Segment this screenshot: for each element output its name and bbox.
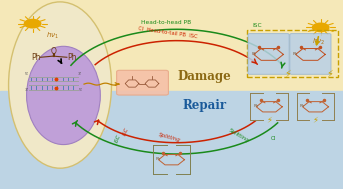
Text: Damage: Damage bbox=[177, 70, 231, 83]
Text: ISC: ISC bbox=[252, 23, 262, 28]
Text: ⚡: ⚡ bbox=[285, 69, 292, 79]
Text: Ph: Ph bbox=[300, 104, 305, 108]
FancyBboxPatch shape bbox=[290, 34, 331, 74]
Text: Ph: Ph bbox=[156, 157, 161, 161]
Text: Head-to-head PB: Head-to-head PB bbox=[141, 20, 191, 25]
Text: ⚡: ⚡ bbox=[312, 115, 319, 124]
Text: $h\nu_1$: $h\nu_1$ bbox=[46, 31, 59, 41]
Text: O: O bbox=[50, 46, 56, 56]
Text: ⚡: ⚡ bbox=[327, 69, 333, 79]
Bar bbox=[0, 91, 343, 189]
Text: Ph: Ph bbox=[251, 52, 256, 56]
FancyBboxPatch shape bbox=[248, 34, 289, 74]
Bar bbox=[0, 0, 343, 91]
Text: CI: CI bbox=[271, 136, 276, 141]
FancyBboxPatch shape bbox=[117, 70, 168, 95]
Text: CI  Head-to-tail PB  ISC: CI Head-to-tail PB ISC bbox=[138, 26, 197, 40]
Text: 5': 5' bbox=[25, 72, 29, 76]
Text: ISC: ISC bbox=[122, 126, 130, 136]
Text: 3': 3' bbox=[25, 88, 29, 92]
Text: Splitting: Splitting bbox=[227, 128, 249, 144]
Ellipse shape bbox=[9, 2, 111, 168]
Text: $h\nu_2$: $h\nu_2$ bbox=[312, 36, 325, 47]
Text: Ph: Ph bbox=[31, 53, 41, 62]
Text: Ph: Ph bbox=[293, 52, 298, 56]
Text: ISC: ISC bbox=[115, 134, 122, 144]
Text: Splitting: Splitting bbox=[158, 132, 181, 143]
Ellipse shape bbox=[26, 46, 100, 145]
Text: 3': 3' bbox=[78, 72, 82, 76]
Text: 5': 5' bbox=[78, 88, 82, 92]
Circle shape bbox=[24, 19, 42, 29]
Circle shape bbox=[312, 22, 330, 32]
Text: Ph: Ph bbox=[254, 104, 259, 108]
Text: Repair: Repair bbox=[182, 99, 226, 112]
Text: Ph: Ph bbox=[67, 53, 77, 62]
Text: ⚡: ⚡ bbox=[266, 115, 272, 124]
